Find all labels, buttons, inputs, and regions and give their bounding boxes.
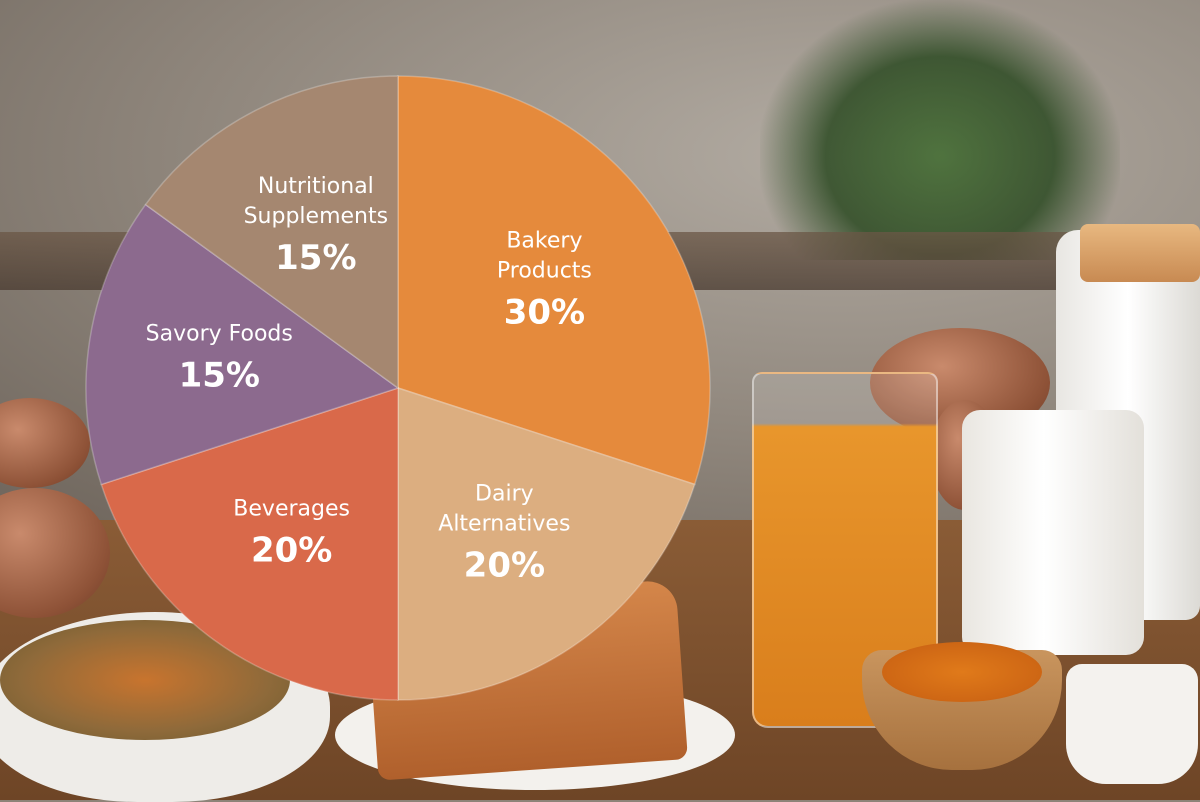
slice-name-label: Products [497, 259, 592, 284]
slice-name-label: Bakery [506, 229, 582, 254]
pie-slice [85, 203, 400, 486]
slice-label-group: Beverages 20% [233, 496, 350, 570]
slice-name-label: Nutritional [258, 174, 374, 199]
bottle-cap [1080, 224, 1200, 282]
slice-name-label: Supplements [244, 204, 388, 229]
slice-value-label: 30% [504, 293, 585, 333]
slice-label-group: Nutritional Supplements 15% [244, 174, 388, 278]
slice-label-group: Dairy Alternatives 20% [438, 481, 570, 585]
slice-label-group: Savory Foods 15% [146, 322, 293, 396]
slice-name-label: Dairy [475, 481, 534, 506]
milk-jar [962, 410, 1144, 655]
pie-slice [100, 386, 399, 701]
slice-value-label: 20% [251, 530, 332, 570]
slice-value-label: 15% [275, 238, 356, 278]
slice-label-group: Bakery Products 30% [497, 229, 592, 333]
pie-slice [397, 75, 711, 486]
background-plant [760, 0, 1120, 260]
slice-name-label: Beverages [233, 496, 350, 521]
slice-value-label: 15% [179, 356, 260, 396]
pie-slice [397, 386, 696, 701]
slice-value-label: 20% [464, 545, 545, 585]
slice-name-label: Savory Foods [146, 322, 293, 347]
pie-slice [144, 75, 399, 390]
spice-powder [882, 642, 1042, 702]
powder-bowl [1066, 664, 1198, 784]
slice-name-label: Alternatives [438, 511, 570, 536]
